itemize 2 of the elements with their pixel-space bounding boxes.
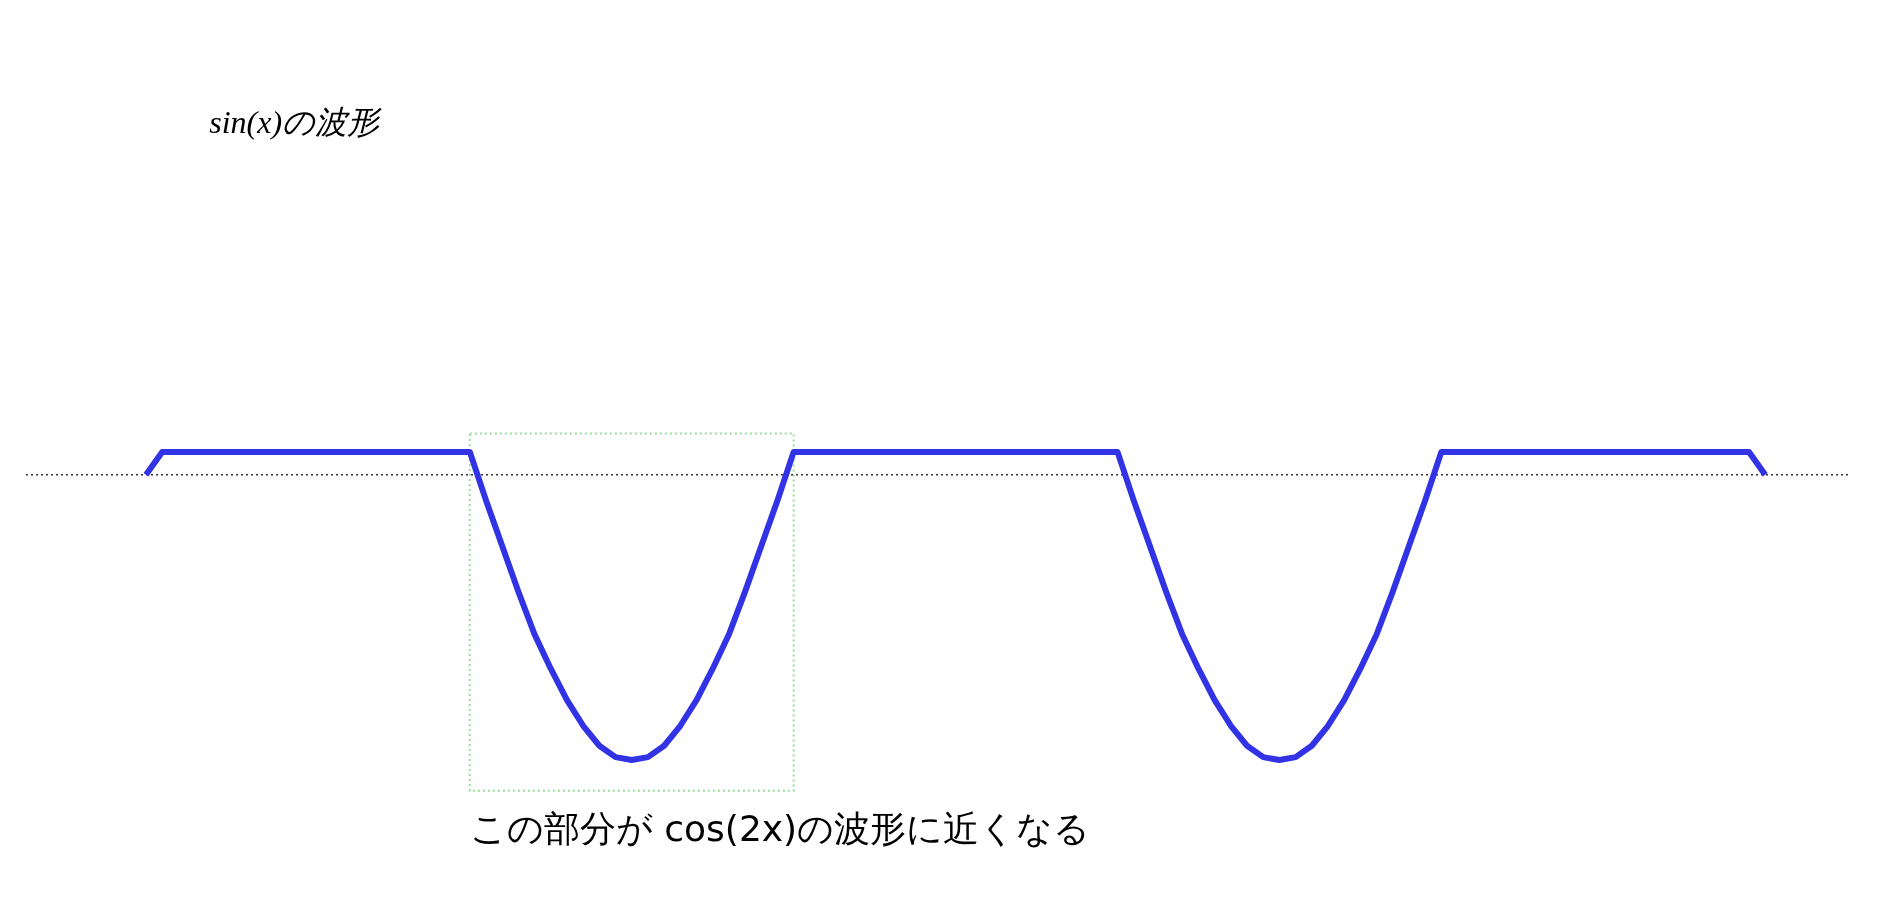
- chart-title: sin(x)の波形: [209, 104, 383, 140]
- text: この部分が cos(2x)の波形に近くなる: [469, 807, 1091, 849]
